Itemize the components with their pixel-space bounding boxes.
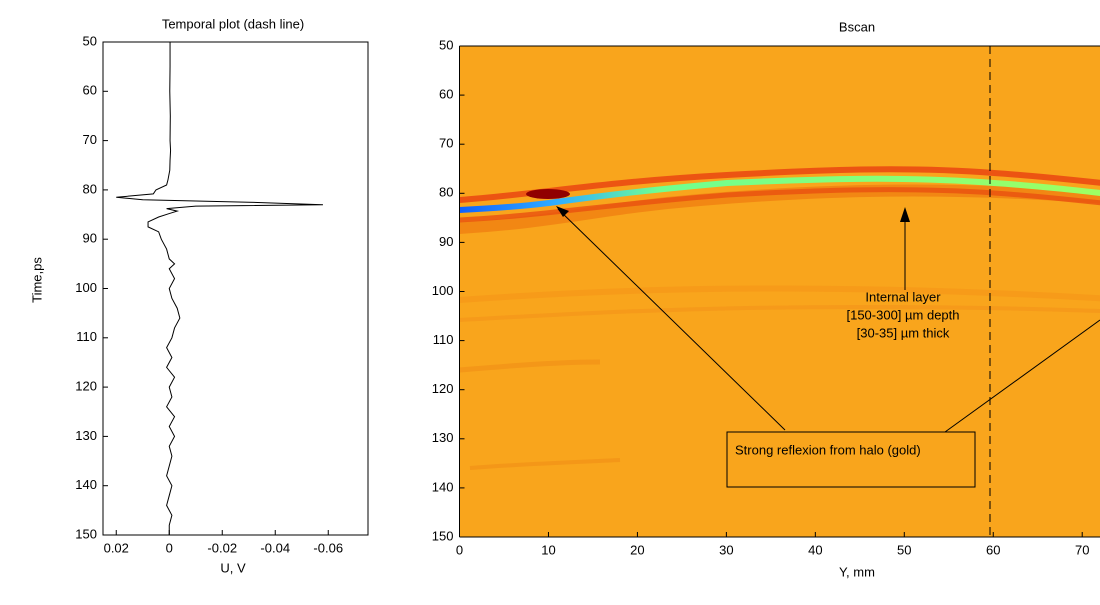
bscan-image — [459, 46, 1100, 537]
arrow-head — [900, 207, 910, 222]
x-tick-label: -0.04 — [260, 540, 290, 555]
y-tick-label: 130 — [432, 430, 454, 445]
annotation: [150-300] µm depth — [846, 307, 959, 322]
y-axis-label: Time,ps — [29, 257, 44, 303]
y-tick-label: 120 — [432, 381, 454, 396]
signal-line — [116, 42, 323, 535]
y-tick-label: 90 — [439, 234, 453, 249]
plot-area — [102, 41, 369, 536]
arrow-head — [556, 206, 569, 217]
x-axis-label: U, V — [220, 560, 246, 575]
annotation: Strong reflexion from halo (gold) — [735, 442, 921, 457]
y-tick-label: 50 — [439, 37, 453, 52]
x-tick-label: 60 — [986, 542, 1000, 557]
chart-title: Bscan — [839, 19, 875, 34]
x-tick-label: -0.02 — [207, 540, 237, 555]
x-tick-label: 30 — [719, 542, 733, 557]
x-tick-label: 0.02 — [104, 540, 129, 555]
arrow — [557, 208, 786, 431]
x-tick-label: 20 — [630, 542, 644, 557]
y-tick-label: 80 — [83, 181, 97, 196]
y-tick-label: 110 — [76, 329, 97, 344]
y-tick-label: 70 — [439, 136, 453, 151]
annotation: Internal layer — [865, 289, 941, 304]
y-tick-label: 50 — [83, 33, 97, 48]
x-axis-label: Y, mm — [839, 564, 875, 579]
x-tick-label: 0 — [456, 542, 463, 557]
x-tick-label: -0.06 — [313, 540, 343, 555]
annotation: [30-35] µm thick — [857, 325, 950, 340]
annotation-box — [726, 431, 976, 488]
y-tick-label: 100 — [75, 280, 97, 295]
y-tick-label: 130 — [75, 428, 97, 443]
y-tick-label: 140 — [432, 479, 454, 494]
x-tick-label: 0 — [166, 540, 173, 555]
x-tick-label: 50 — [897, 542, 911, 557]
y-tick-label: 120 — [75, 379, 97, 394]
y-tick-label: 80 — [439, 185, 453, 200]
arrow — [944, 319, 1100, 433]
y-tick-label: 140 — [75, 477, 97, 492]
y-tick-label: 100 — [432, 283, 454, 298]
y-tick-label: 90 — [83, 231, 97, 246]
chart-title: Temporal plot (dash line) — [162, 16, 304, 31]
y-tick-label: 70 — [83, 132, 97, 147]
y-tick-label: 60 — [83, 83, 97, 98]
y-tick-label: 110 — [433, 332, 454, 347]
x-tick-label: 40 — [808, 542, 822, 557]
y-tick-label: 60 — [439, 87, 453, 102]
y-tick-label: 150 — [75, 526, 97, 541]
x-tick-label: 10 — [541, 542, 555, 557]
x-tick-label: 70 — [1075, 542, 1089, 557]
y-tick-label: 150 — [432, 528, 454, 543]
